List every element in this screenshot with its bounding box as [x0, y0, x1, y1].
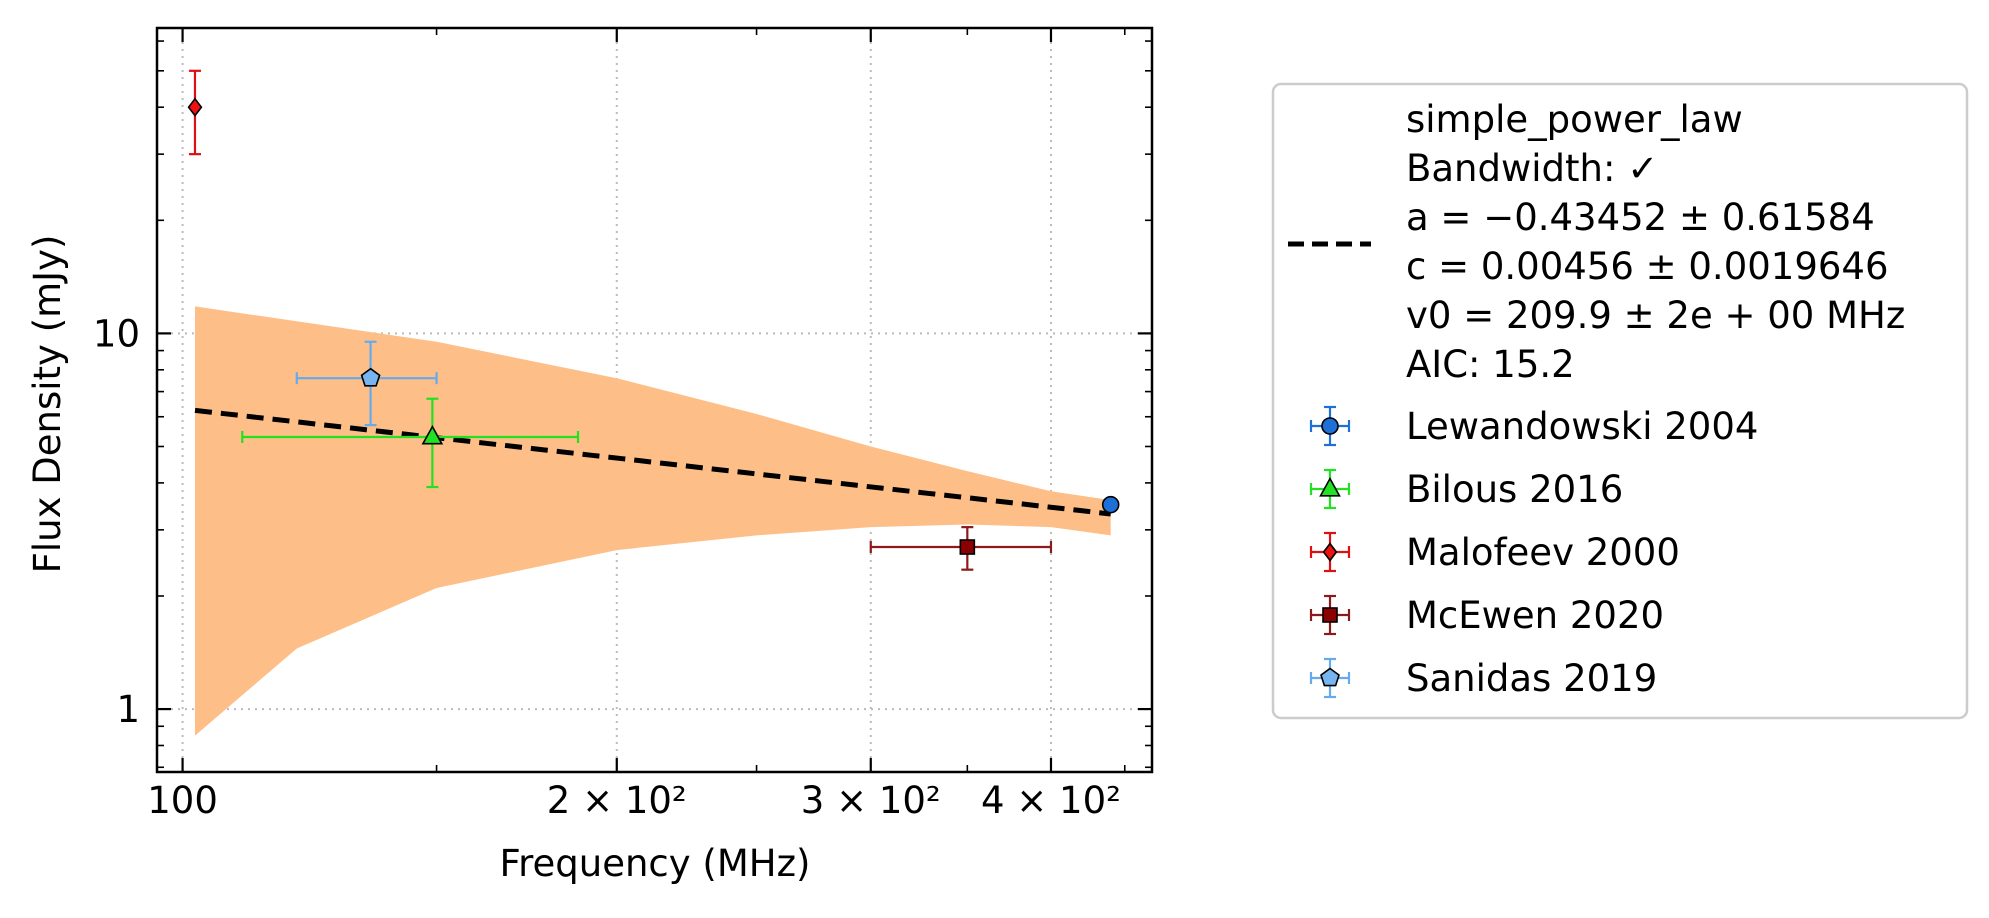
- legend-entry-sanidas: Sanidas 2019: [1406, 657, 1657, 700]
- series-bilous-2016: [241, 397, 580, 489]
- legend-fit-line-4: c = 0.00456 ± 0.0019646: [1406, 245, 1888, 288]
- legend-entry-malofeev: Malofeev 2000: [1406, 531, 1680, 574]
- data-point: [959, 539, 976, 555]
- y-tick-label: 10: [93, 312, 140, 355]
- legend-fit-line-3: a = −0.43452 ± 0.61584: [1406, 196, 1875, 239]
- x-tick-label: 4 × 10²: [981, 779, 1121, 822]
- fit-line: [194, 407, 1111, 517]
- y-axis-label: Flux Density (mJy): [26, 235, 69, 574]
- legend-marker: [1319, 476, 1341, 497]
- legend-fit-line-5: v0 = 209.9 ± 2e + 00 MHz: [1406, 294, 1905, 337]
- plot-inner: [157, 28, 1152, 772]
- legend-marker: [1322, 542, 1338, 562]
- legend: simple_power_law Bandwidth: ✓ a = −0.434…: [1271, 82, 1969, 720]
- series-sanidas-2019: [295, 340, 438, 427]
- x-tick-label: 2 × 10²: [547, 779, 687, 822]
- x-tick-label: 3 × 10²: [801, 779, 941, 822]
- legend-fit-line-6: AIC: 15.2: [1406, 343, 1575, 386]
- legend-entry-bilous: Bilous 2016: [1406, 468, 1623, 511]
- data-point: [1101, 495, 1120, 514]
- legend-entry-lewandowski: Lewandowski 2004: [1406, 405, 1758, 448]
- legend-marker: [1321, 417, 1339, 435]
- legend-entry-mcewen: McEwen 2020: [1406, 594, 1664, 637]
- fit-uncertainty-band: [195, 306, 1111, 736]
- series-lewandowski-2004: [1101, 495, 1120, 514]
- legend-marker: [1322, 607, 1338, 623]
- axes: Frequency (MHz) Flux Density (mJy) 100 2 …: [26, 26, 1154, 885]
- legend-fit-line-2: Bandwidth: ✓: [1406, 147, 1658, 190]
- data-point: [187, 97, 203, 117]
- plot-area: [157, 28, 1152, 772]
- x-tick-label: 100: [147, 779, 218, 822]
- legend-markers: [1309, 405, 1351, 699]
- plot-frame: [155, 26, 1154, 774]
- data-point: [360, 367, 381, 387]
- series-malofeev-2000: [187, 69, 203, 156]
- legend-marker: [1320, 667, 1340, 687]
- legend-frame: [1271, 82, 1969, 720]
- series-mcewen-2020: [869, 526, 1053, 571]
- x-axis-label: Frequency (MHz): [500, 842, 811, 885]
- data-point: [421, 424, 444, 445]
- legend-fit-line-1: simple_power_law: [1406, 98, 1743, 141]
- y-tick-label: 1: [116, 688, 140, 731]
